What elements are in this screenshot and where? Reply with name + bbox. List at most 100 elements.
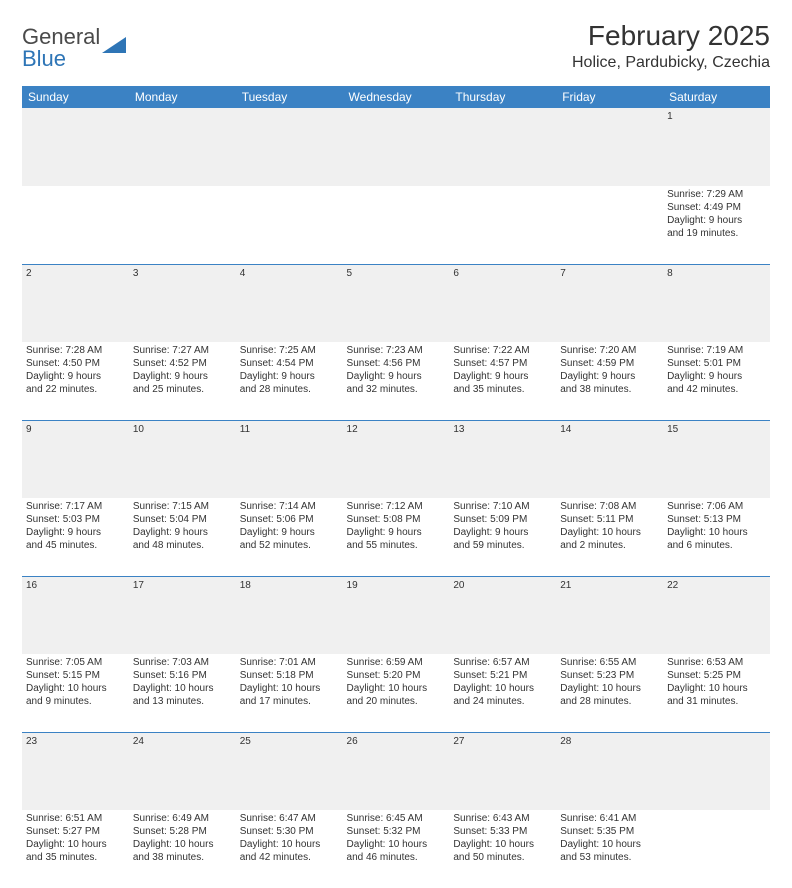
day-info-line: Daylight: 9 hours xyxy=(560,370,659,383)
day-info-line: and 31 minutes. xyxy=(667,695,766,708)
day-cell: Sunrise: 7:10 AMSunset: 5:09 PMDaylight:… xyxy=(449,498,556,576)
day-cell: Sunrise: 7:01 AMSunset: 5:18 PMDaylight:… xyxy=(236,654,343,732)
day-info-line: Sunrise: 7:08 AM xyxy=(560,500,659,513)
day-info-line: Sunrise: 7:17 AM xyxy=(26,500,125,513)
day-info-line: Sunrise: 6:59 AM xyxy=(347,656,446,669)
day-info-line: Sunset: 5:01 PM xyxy=(667,357,766,370)
day-info-line: and 13 minutes. xyxy=(133,695,232,708)
day-info-line: Sunrise: 6:53 AM xyxy=(667,656,766,669)
day-cell: Sunrise: 6:59 AMSunset: 5:20 PMDaylight:… xyxy=(343,654,450,732)
day-number: 22 xyxy=(663,576,770,654)
daynum-row: 1 xyxy=(22,108,770,186)
day-number: 15 xyxy=(663,420,770,498)
day-info-line: Sunset: 4:59 PM xyxy=(560,357,659,370)
month-title: February 2025 xyxy=(572,20,770,52)
day-info-line: and 25 minutes. xyxy=(133,383,232,396)
day-cell: Sunrise: 7:25 AMSunset: 4:54 PMDaylight:… xyxy=(236,342,343,420)
day-cell: Sunrise: 6:51 AMSunset: 5:27 PMDaylight:… xyxy=(22,810,129,888)
day-info-line: Sunset: 5:21 PM xyxy=(453,669,552,682)
day-number: 13 xyxy=(449,420,556,498)
day-info-line: and 48 minutes. xyxy=(133,539,232,552)
day-number: 28 xyxy=(556,732,663,810)
day-header: Sunday xyxy=(22,86,129,108)
day-number: 17 xyxy=(129,576,236,654)
day-info-line: and 9 minutes. xyxy=(26,695,125,708)
day-info-line: Sunrise: 7:01 AM xyxy=(240,656,339,669)
day-number: 5 xyxy=(343,264,450,342)
day-cell: Sunrise: 6:41 AMSunset: 5:35 PMDaylight:… xyxy=(556,810,663,888)
day-info-line: and 46 minutes. xyxy=(347,851,446,864)
day-cell: Sunrise: 6:55 AMSunset: 5:23 PMDaylight:… xyxy=(556,654,663,732)
day-header-row: Sunday Monday Tuesday Wednesday Thursday… xyxy=(22,86,770,108)
day-header: Wednesday xyxy=(343,86,450,108)
day-info-line: and 24 minutes. xyxy=(453,695,552,708)
day-info-line: and 59 minutes. xyxy=(453,539,552,552)
day-info-line: and 20 minutes. xyxy=(347,695,446,708)
daynum-row: 16171819202122 xyxy=(22,576,770,654)
day-info-line: Sunset: 5:33 PM xyxy=(453,825,552,838)
day-info-line: Sunrise: 7:10 AM xyxy=(453,500,552,513)
day-info-line: and 28 minutes. xyxy=(560,695,659,708)
logo-triangle-icon xyxy=(102,35,130,57)
day-info-line: Sunrise: 6:51 AM xyxy=(26,812,125,825)
day-cell: Sunrise: 6:53 AMSunset: 5:25 PMDaylight:… xyxy=(663,654,770,732)
day-info-line: Daylight: 9 hours xyxy=(133,526,232,539)
day-info-line: Sunset: 5:06 PM xyxy=(240,513,339,526)
daynum-row: 232425262728 xyxy=(22,732,770,810)
day-info-line: Sunrise: 6:49 AM xyxy=(133,812,232,825)
day-number xyxy=(343,108,450,186)
day-info-line: Sunset: 5:13 PM xyxy=(667,513,766,526)
day-info-line: Daylight: 9 hours xyxy=(240,370,339,383)
day-info-line: and 32 minutes. xyxy=(347,383,446,396)
day-info-line: and 2 minutes. xyxy=(560,539,659,552)
day-number: 25 xyxy=(236,732,343,810)
day-info-line: Daylight: 10 hours xyxy=(26,682,125,695)
day-number: 27 xyxy=(449,732,556,810)
day-info-line: Sunset: 4:57 PM xyxy=(453,357,552,370)
day-info-line: Sunrise: 7:27 AM xyxy=(133,344,232,357)
day-info-line: Daylight: 10 hours xyxy=(560,526,659,539)
day-number: 7 xyxy=(556,264,663,342)
day-info-line: Sunrise: 7:05 AM xyxy=(26,656,125,669)
day-number: 9 xyxy=(22,420,129,498)
day-info-line: Sunset: 5:16 PM xyxy=(133,669,232,682)
day-cell: Sunrise: 7:20 AMSunset: 4:59 PMDaylight:… xyxy=(556,342,663,420)
day-info-line: Sunset: 4:52 PM xyxy=(133,357,232,370)
day-number: 18 xyxy=(236,576,343,654)
day-cell: Sunrise: 7:23 AMSunset: 4:56 PMDaylight:… xyxy=(343,342,450,420)
day-info-line: and 42 minutes. xyxy=(667,383,766,396)
day-info-line: Sunset: 5:08 PM xyxy=(347,513,446,526)
info-row: Sunrise: 7:28 AMSunset: 4:50 PMDaylight:… xyxy=(22,342,770,420)
day-info-line: Daylight: 9 hours xyxy=(667,370,766,383)
day-info-line: Sunrise: 7:12 AM xyxy=(347,500,446,513)
day-info-line: Sunrise: 7:29 AM xyxy=(667,188,766,201)
day-info-line: Daylight: 10 hours xyxy=(667,682,766,695)
day-cell: Sunrise: 7:05 AMSunset: 5:15 PMDaylight:… xyxy=(22,654,129,732)
day-info-line: Sunset: 5:35 PM xyxy=(560,825,659,838)
day-info-line: Daylight: 10 hours xyxy=(453,682,552,695)
day-info-line: Daylight: 9 hours xyxy=(240,526,339,539)
info-row: Sunrise: 6:51 AMSunset: 5:27 PMDaylight:… xyxy=(22,810,770,888)
day-info-line: Sunrise: 7:23 AM xyxy=(347,344,446,357)
calendar-table: Sunday Monday Tuesday Wednesday Thursday… xyxy=(22,86,770,888)
day-info-line: and 45 minutes. xyxy=(26,539,125,552)
header-right: February 2025 Holice, Pardubicky, Czechi… xyxy=(572,20,770,72)
day-cell: Sunrise: 7:15 AMSunset: 5:04 PMDaylight:… xyxy=(129,498,236,576)
location-label: Holice, Pardubicky, Czechia xyxy=(572,54,770,72)
day-cell xyxy=(556,186,663,264)
day-info-line: Sunset: 5:25 PM xyxy=(667,669,766,682)
day-header: Saturday xyxy=(663,86,770,108)
day-info-line: and 35 minutes. xyxy=(26,851,125,864)
day-info-line: Daylight: 10 hours xyxy=(560,838,659,851)
day-info-line: Sunset: 5:11 PM xyxy=(560,513,659,526)
day-number xyxy=(556,108,663,186)
day-info-line: Daylight: 10 hours xyxy=(347,682,446,695)
day-info-line: Sunrise: 6:47 AM xyxy=(240,812,339,825)
day-number: 1 xyxy=(663,108,770,186)
day-info-line: Sunset: 4:54 PM xyxy=(240,357,339,370)
day-cell: Sunrise: 6:49 AMSunset: 5:28 PMDaylight:… xyxy=(129,810,236,888)
day-info-line: Daylight: 10 hours xyxy=(240,838,339,851)
day-info-line: Sunrise: 7:25 AM xyxy=(240,344,339,357)
day-cell xyxy=(663,810,770,888)
day-info-line: Daylight: 10 hours xyxy=(347,838,446,851)
